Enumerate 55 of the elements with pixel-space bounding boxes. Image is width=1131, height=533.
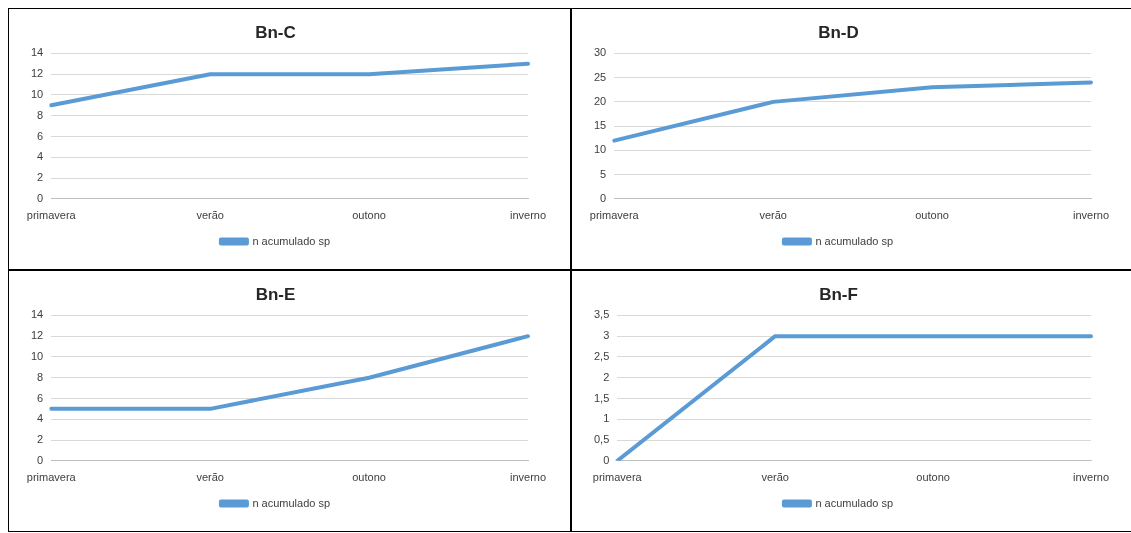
x-tick-label: primavera <box>26 209 77 222</box>
y-tick-label: 14 <box>30 46 44 59</box>
y-tick-label: 0 <box>37 191 44 204</box>
y-tick-label: 2 <box>603 370 610 383</box>
legend-label: n acumulado sp <box>815 234 894 247</box>
legend-label: n acumulado sp <box>252 496 331 509</box>
x-tick-label: inverno <box>509 471 547 484</box>
y-tick-label: 8 <box>37 108 44 121</box>
y-tick-label: 0 <box>600 191 607 204</box>
y-tick-label: 10 <box>30 87 44 100</box>
y-tick-label: 4 <box>37 150 44 163</box>
y-tick-label: 10 <box>593 143 607 156</box>
y-tick-label: 6 <box>37 129 44 142</box>
y-tick-label: 12 <box>30 67 44 80</box>
x-tick-label: verão <box>196 471 224 484</box>
chart-title: Bn-D <box>818 22 859 42</box>
y-tick-label: 14 <box>30 308 44 321</box>
x-tick-label: primavera <box>26 471 77 484</box>
x-tick-label: outono <box>352 471 386 484</box>
y-tick-label: 3 <box>603 329 610 342</box>
y-tick-label: 30 <box>593 46 607 59</box>
legend-label: n acumulado sp <box>815 496 894 509</box>
chart-title: Bn-F <box>819 284 858 304</box>
x-tick-label: verão <box>196 209 224 222</box>
y-tick-label: 8 <box>37 370 44 383</box>
chart-title: Bn-E <box>255 284 296 304</box>
y-tick-label: 1,5 <box>593 391 610 404</box>
y-tick-label: 20 <box>593 94 607 107</box>
x-tick-label: primavera <box>592 471 643 484</box>
y-tick-label: 3,5 <box>593 308 610 321</box>
x-tick-label: inverno <box>1072 209 1110 222</box>
y-tick-label: 0 <box>603 453 610 466</box>
legend-label: n acumulado sp <box>252 234 331 247</box>
y-tick-label: 0,5 <box>593 433 610 446</box>
y-tick-label: 6 <box>37 391 44 404</box>
y-tick-label: 25 <box>593 70 607 83</box>
x-tick-label: primavera <box>589 209 640 222</box>
y-tick-label: 15 <box>593 119 607 132</box>
y-tick-label: 4 <box>37 412 44 425</box>
y-tick-label: 12 <box>30 329 44 342</box>
y-tick-label: 0 <box>37 453 44 466</box>
y-tick-label: 2,5 <box>593 349 610 362</box>
x-tick-label: outono <box>915 209 949 222</box>
x-tick-label: outono <box>916 471 950 484</box>
chart-title: Bn-C <box>255 22 296 42</box>
x-tick-label: verão <box>759 209 787 222</box>
y-tick-label: 2 <box>37 433 44 446</box>
x-tick-label: inverno <box>1072 471 1110 484</box>
x-tick-label: verão <box>761 471 789 484</box>
x-tick-label: inverno <box>509 209 547 222</box>
y-tick-label: 1 <box>603 412 610 425</box>
x-tick-label: outono <box>352 209 386 222</box>
y-tick-label: 10 <box>30 349 44 362</box>
y-tick-label: 5 <box>600 167 607 180</box>
y-tick-label: 2 <box>37 171 44 184</box>
